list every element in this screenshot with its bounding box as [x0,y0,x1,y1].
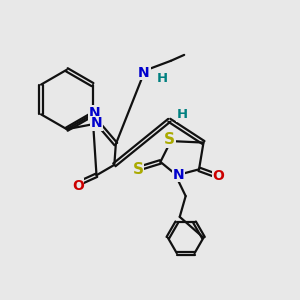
Text: H: H [176,108,188,122]
Text: S: S [133,162,144,177]
Text: O: O [72,179,84,193]
Text: H: H [156,72,167,85]
Text: N: N [89,106,101,120]
Text: N: N [138,66,150,80]
Text: O: O [212,169,224,183]
Text: N: N [91,116,102,130]
Text: N: N [172,168,184,182]
Text: S: S [164,132,175,147]
